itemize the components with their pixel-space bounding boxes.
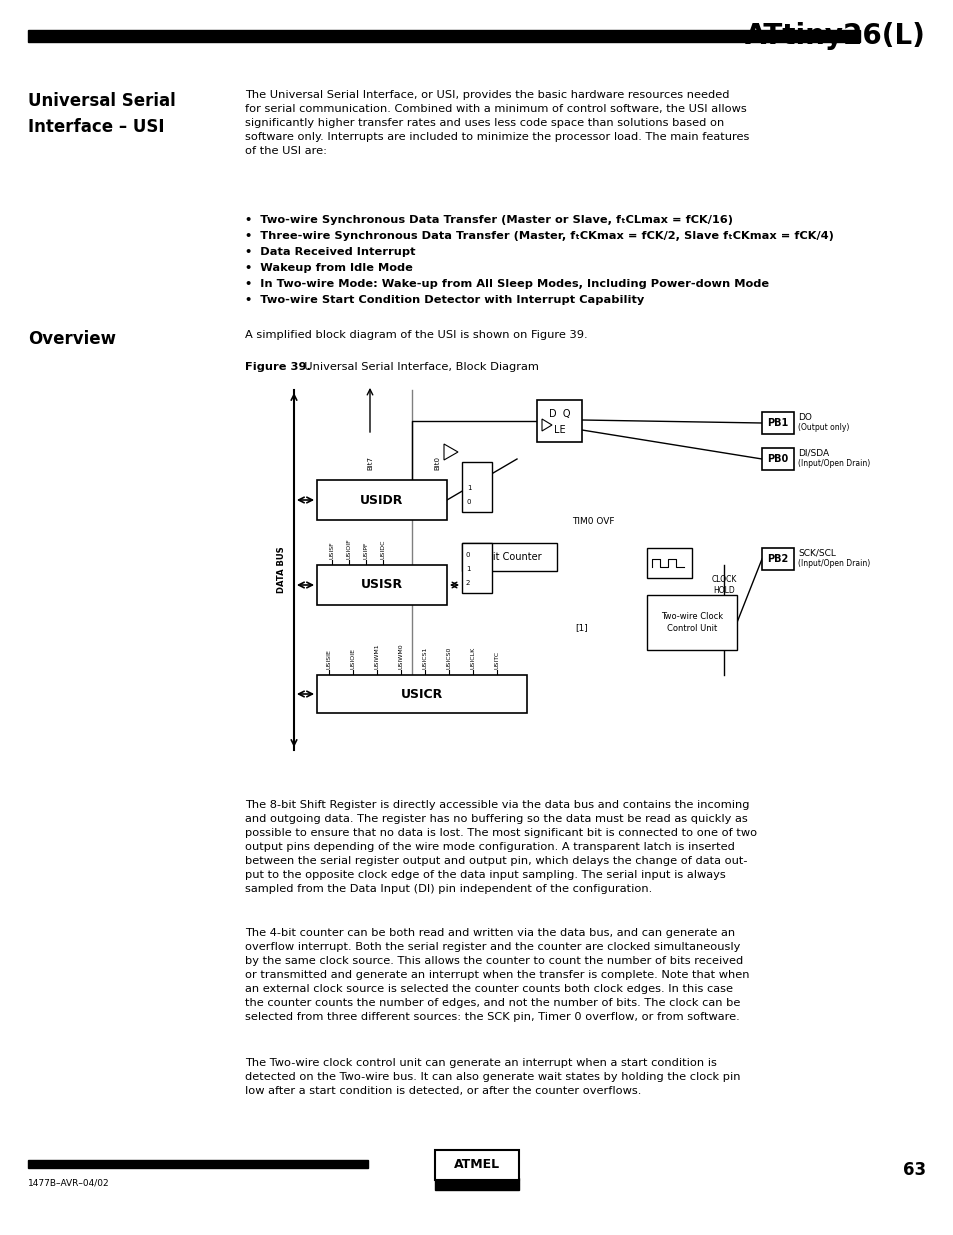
Text: D  Q: D Q xyxy=(548,409,570,419)
Text: USISF: USISF xyxy=(329,541,335,559)
Text: USIDR: USIDR xyxy=(360,494,403,506)
Text: LE: LE xyxy=(553,425,565,435)
Bar xyxy=(461,543,492,593)
Text: (Output only): (Output only) xyxy=(797,424,848,432)
Text: USIOIF: USIOIF xyxy=(346,538,351,559)
Text: 4-bit Counter: 4-bit Counter xyxy=(476,552,541,562)
Text: USISR: USISR xyxy=(360,578,402,592)
Bar xyxy=(316,480,447,520)
Text: USIDC: USIDC xyxy=(380,540,385,559)
Text: 0: 0 xyxy=(467,499,471,505)
Text: 2: 2 xyxy=(465,580,470,585)
Text: •  Two-wire Start Condition Detector with Interrupt Capability: • Two-wire Start Condition Detector with… xyxy=(245,295,643,305)
Text: USIWM0: USIWM0 xyxy=(398,643,403,669)
Bar xyxy=(28,30,859,42)
Text: Overview: Overview xyxy=(28,330,116,348)
Text: Universal Serial
Interface – USI: Universal Serial Interface – USI xyxy=(28,91,175,136)
Text: [1]: [1] xyxy=(575,624,588,632)
Bar xyxy=(761,548,793,571)
Text: Universal Serial Interface, Block Diagram: Universal Serial Interface, Block Diagra… xyxy=(296,362,538,372)
Text: USICLK: USICLK xyxy=(470,647,475,669)
Text: USIWM1: USIWM1 xyxy=(375,643,379,669)
Text: The 8-bit Shift Register is directly accessible via the data bus and contains th: The 8-bit Shift Register is directly acc… xyxy=(245,800,757,894)
Bar xyxy=(761,448,793,471)
Text: •  Data Received Interrupt: • Data Received Interrupt xyxy=(245,247,416,257)
Text: 1: 1 xyxy=(467,485,471,492)
Text: DATA BUS: DATA BUS xyxy=(277,547,286,593)
Bar xyxy=(316,676,526,713)
Text: USISIE: USISIE xyxy=(326,650,331,669)
Bar xyxy=(761,412,793,433)
Bar xyxy=(646,595,737,650)
Text: USICS1: USICS1 xyxy=(422,647,427,669)
Text: 1477B–AVR–04/02: 1477B–AVR–04/02 xyxy=(28,1178,110,1187)
Text: PB1: PB1 xyxy=(766,417,788,429)
Text: USICR: USICR xyxy=(400,688,442,700)
Text: 63: 63 xyxy=(902,1161,925,1179)
Text: Two-wire Clock
Control Unit: Two-wire Clock Control Unit xyxy=(660,613,722,632)
Text: Bit0: Bit0 xyxy=(434,456,439,471)
Text: USITC: USITC xyxy=(494,651,499,669)
Text: Bit7: Bit7 xyxy=(367,456,373,471)
Bar xyxy=(646,548,691,578)
Bar xyxy=(28,1160,368,1168)
Text: USICS0: USICS0 xyxy=(446,647,451,669)
Text: •  Three-wire Synchronous Data Transfer (Master, fₜCKmax = fCK/2, Slave fₜCKmax : • Three-wire Synchronous Data Transfer (… xyxy=(245,231,833,241)
Text: USIOIE: USIOIE xyxy=(350,648,355,669)
Text: CLOCK
HOLD: CLOCK HOLD xyxy=(711,576,736,595)
Text: PB0: PB0 xyxy=(766,454,788,464)
Text: •  Wakeup from Idle Mode: • Wakeup from Idle Mode xyxy=(245,263,413,273)
Text: A simplified block diagram of the USI is shown on Figure 39.: A simplified block diagram of the USI is… xyxy=(245,330,587,340)
Polygon shape xyxy=(541,419,552,431)
Text: 1: 1 xyxy=(465,566,470,572)
Bar xyxy=(316,564,447,605)
Text: ®: ® xyxy=(513,1186,520,1191)
Text: ATtiny26(L): ATtiny26(L) xyxy=(744,22,925,49)
Text: 0: 0 xyxy=(465,552,470,558)
Text: •  In Two-wire Mode: Wake-up from All Sleep Modes, Including Power-down Mode: • In Two-wire Mode: Wake-up from All Sle… xyxy=(245,279,768,289)
Bar xyxy=(461,462,492,513)
Text: DI/SDA: DI/SDA xyxy=(797,448,828,457)
Bar xyxy=(435,1178,518,1191)
Text: Figure 39.: Figure 39. xyxy=(245,362,311,372)
Bar xyxy=(537,400,581,442)
Text: PB2: PB2 xyxy=(766,555,788,564)
Polygon shape xyxy=(443,445,457,459)
Text: SCK/SCL: SCK/SCL xyxy=(797,548,835,557)
Text: ATMEL: ATMEL xyxy=(454,1158,499,1172)
Bar xyxy=(461,543,557,571)
Text: The Universal Serial Interface, or USI, provides the basic hardware resources ne: The Universal Serial Interface, or USI, … xyxy=(245,90,749,156)
Text: •  Two-wire Synchronous Data Transfer (Master or Slave, fₜCLmax = fCK/16): • Two-wire Synchronous Data Transfer (Ma… xyxy=(245,215,732,225)
Text: TIM0 OVF: TIM0 OVF xyxy=(572,517,614,526)
Text: (Input/Open Drain): (Input/Open Drain) xyxy=(797,559,869,568)
Bar xyxy=(435,1150,518,1179)
Text: The Two-wire clock control unit can generate an interrupt when a start condition: The Two-wire clock control unit can gene… xyxy=(245,1058,740,1095)
Text: DO: DO xyxy=(797,412,811,421)
Text: (Input/Open Drain): (Input/Open Drain) xyxy=(797,459,869,468)
Text: The 4-bit counter can be both read and written via the data bus, and can generat: The 4-bit counter can be both read and w… xyxy=(245,927,749,1023)
Text: USIPF: USIPF xyxy=(363,541,368,559)
